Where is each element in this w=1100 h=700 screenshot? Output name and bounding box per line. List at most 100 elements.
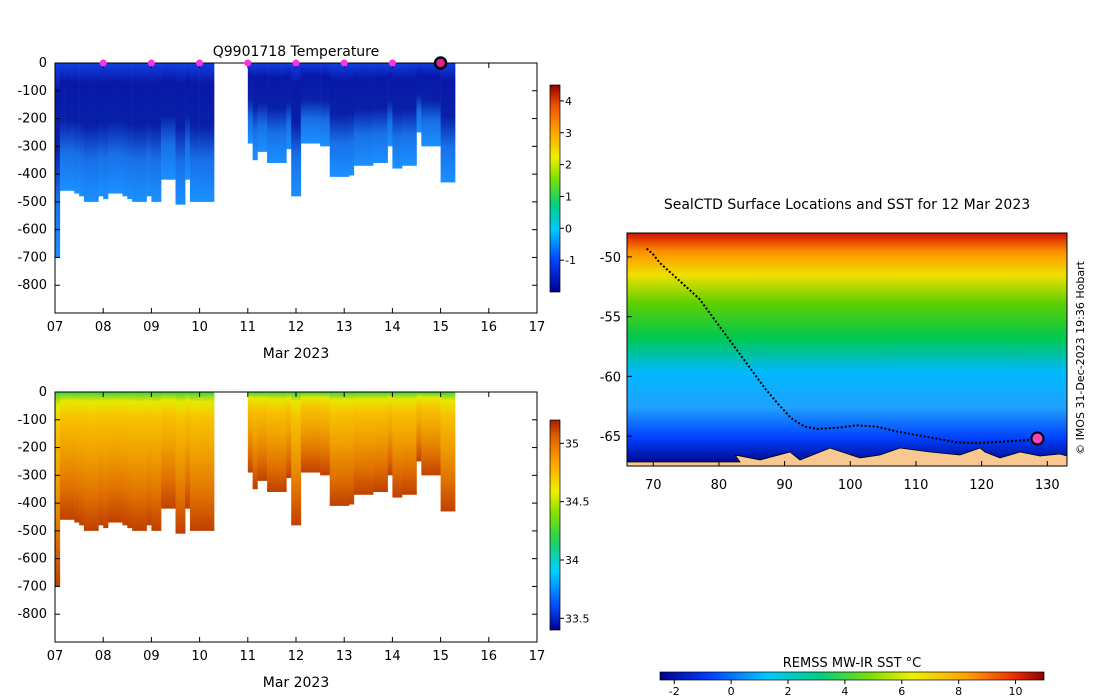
salinity-profile-bar [127, 392, 133, 529]
salinity-profile-bar [445, 392, 451, 512]
temperature-cbar-label: 2 [565, 159, 572, 172]
temperature-profile-bar [440, 63, 446, 183]
salinity-cbar-label: 34.5 [565, 496, 590, 509]
temperature-ytick-label: 0 [39, 56, 47, 71]
salinity-ytick-label: -600 [17, 552, 47, 567]
salinity-panel: 07 08 09 10 11 12 13 14 15 16 17 0 -100 -200 -300 -400 -… [17, 385, 589, 691]
temperature-profile-bar [397, 63, 403, 169]
temperature-profile-bar [55, 63, 61, 258]
salinity-profile-bar [151, 392, 157, 531]
map-ytick-label: -65 [600, 430, 621, 445]
temperature-profile-bar [69, 63, 75, 191]
salinity-profile-bar [108, 392, 114, 523]
temperature-profile-bar [450, 63, 456, 183]
temperature-xtick-label: 16 [481, 320, 498, 335]
sst-colorbar [659, 671, 1045, 681]
sst-field [627, 233, 1067, 466]
map-xtick-label: 90 [776, 478, 793, 493]
temperature-profile-bar [180, 63, 186, 205]
salinity-ytick-label: -500 [17, 524, 47, 539]
temperature-xtick-label: 17 [529, 320, 546, 335]
salinity-profile-bar [310, 392, 316, 473]
salinity-colorbar [549, 419, 561, 631]
map-ytick-label: -55 [600, 311, 621, 326]
salinity-profile-bar [69, 392, 75, 520]
temperature-profile-bar [315, 63, 321, 144]
salinity-profile-bar [136, 392, 143, 531]
temperature-ytick-label: -100 [17, 84, 47, 99]
salinity-axis-ticks: 07 08 09 10 11 12 13 14 15 16 17 0 -100 -200 -300 -400 -… [17, 385, 545, 664]
temperature-profile-bar [416, 63, 422, 133]
temperature-xtick-label: 12 [288, 320, 305, 335]
sst-cbar-label: 10 [1009, 685, 1023, 698]
sst-colorbar-ticks: -2 0 2 4 6 8 10 [669, 680, 1023, 698]
temperature-profile-bar [146, 63, 152, 197]
salinity-ytick-label: -100 [17, 413, 47, 428]
salinity-profile-bar [286, 392, 292, 479]
salinity-profile-bar [320, 392, 326, 476]
salinity-xtick-label: 12 [288, 649, 305, 664]
temperature-profile-bar [83, 63, 90, 202]
salinity-profile-bar [416, 392, 422, 462]
temperature-xtick-label: 07 [47, 320, 64, 335]
salinity-xtick-label: 07 [47, 649, 64, 664]
temperature-profile-bar [271, 63, 278, 163]
map-ytick-label: -60 [600, 370, 621, 385]
salinity-profile-bar [430, 392, 437, 476]
salinity-profile-bar [353, 392, 359, 495]
sst-cbar-label: 2 [785, 685, 792, 698]
salinity-profile-bar [387, 392, 393, 476]
temperature-profile-bar [209, 63, 215, 202]
temperature-cbar-label: -1 [565, 254, 576, 267]
temperature-profile-bar [373, 63, 379, 163]
salinity-profile-bar [132, 392, 138, 531]
map-xtick-label: 70 [645, 478, 662, 493]
temperature-ytick-label: -200 [17, 112, 47, 127]
salinity-profile-bar [161, 392, 167, 509]
temperature-profile-bar [170, 63, 176, 180]
temperature-profile-bar [406, 63, 412, 166]
seal-track [646, 247, 1035, 445]
map-xtick-label: 100 [838, 478, 863, 493]
salinity-profile-bar [296, 392, 302, 526]
temperature-profile-bar [286, 63, 292, 150]
temperature-profile-bar [189, 63, 196, 202]
temperature-profile-bar [175, 63, 181, 205]
salinity-profiles [55, 392, 456, 587]
salinity-profile-bar [421, 392, 427, 476]
temperature-cbar-label: 0 [565, 222, 572, 235]
salinity-profile-bar [305, 392, 311, 473]
surface-marker [147, 59, 155, 67]
temperature-profile-bar [93, 63, 99, 202]
salinity-profile-bar [300, 392, 306, 473]
sst-cbar-label: -2 [669, 685, 680, 698]
temperature-ytick-label: -800 [17, 278, 47, 293]
temperature-xtick-label: 11 [240, 320, 257, 335]
temperature-xtick-label: 08 [95, 320, 112, 335]
salinity-cbar-label: 33.5 [565, 612, 590, 625]
temperature-axis-ticks: 07 08 09 10 11 12 13 14 15 16 17 0 -100 -200 -300 -400 -… [17, 56, 545, 335]
temperature-xtick-label: 14 [384, 320, 401, 335]
map-xtick-label: 130 [1035, 478, 1060, 493]
temperature-profile-bar [98, 63, 104, 197]
temperature-profile-bar [430, 63, 437, 147]
salinity-profile-bar [252, 392, 258, 490]
salinity-xtick-label: 09 [143, 649, 160, 664]
salinity-profile-bar [55, 392, 61, 587]
temperature-xtick-label: 15 [432, 320, 449, 335]
temperature-profile-bar [402, 63, 408, 166]
temperature-profile-bar [392, 63, 398, 169]
salinity-profile-bar [189, 392, 196, 531]
temperature-profile-bar [108, 63, 114, 194]
temperature-profile-bar [320, 63, 326, 147]
salinity-profile-bar [397, 392, 403, 498]
surface-marker [196, 59, 204, 67]
map-xtick-label: 80 [711, 478, 728, 493]
salinity-profile-bar [180, 392, 186, 534]
salinity-xtick-label: 17 [529, 649, 546, 664]
salinity-profile-bar [426, 392, 432, 476]
temperature-profile-bar [334, 63, 340, 177]
temperature-xlabel: Mar 2023 [263, 346, 330, 362]
salinity-ytick-label: -800 [17, 607, 47, 622]
